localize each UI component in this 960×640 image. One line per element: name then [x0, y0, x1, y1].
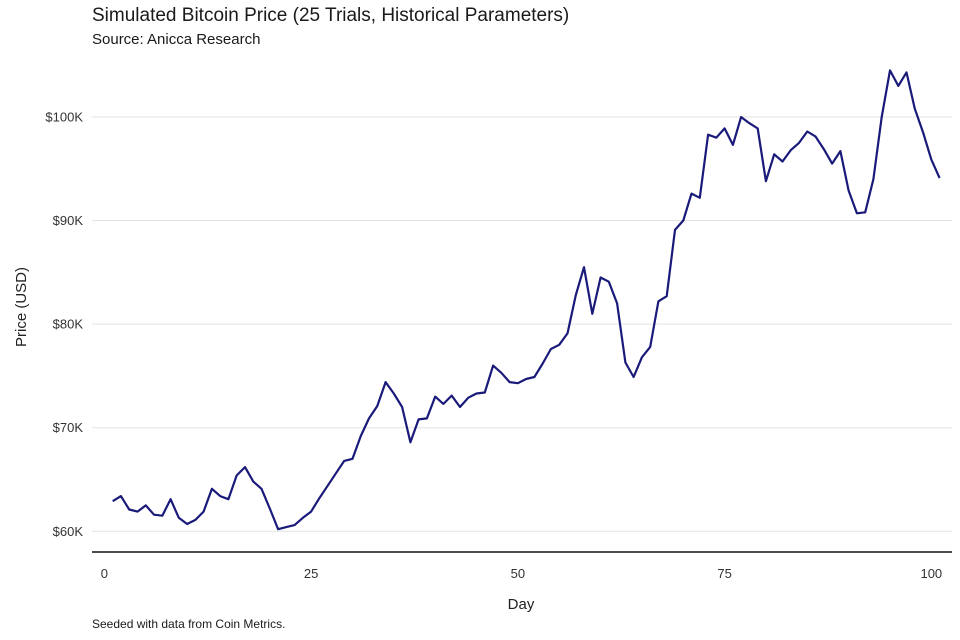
x-tick-label: 100 [920, 566, 942, 581]
y-axis-label: Price (USD) [13, 267, 30, 347]
x-tick-label: 0 [101, 566, 108, 581]
chart-subtitle: Source: Anicca Research [92, 31, 261, 48]
y-tick-label: $90K [53, 213, 84, 228]
y-tick-label: $80K [53, 317, 84, 332]
x-tick-label: 75 [717, 566, 731, 581]
x-tick-label: 50 [511, 566, 525, 581]
y-axis-ticks: $60K $70K $80K $90K $100K [45, 109, 83, 538]
x-tick-label: 25 [304, 566, 318, 581]
y-tick-label: $100K [45, 109, 83, 124]
chart-title: Simulated Bitcoin Price (25 Trials, Hist… [92, 5, 570, 26]
series-line [112, 69, 941, 531]
x-axis-ticks: 0 25 50 75 100 [101, 566, 942, 581]
gridlines [92, 116, 952, 532]
y-tick-label: $60K [53, 524, 84, 539]
y-tick-label: $70K [53, 420, 84, 435]
x-axis-label: Day [508, 596, 535, 613]
chart-caption: Seeded with data from Coin Metrics. [92, 617, 286, 631]
